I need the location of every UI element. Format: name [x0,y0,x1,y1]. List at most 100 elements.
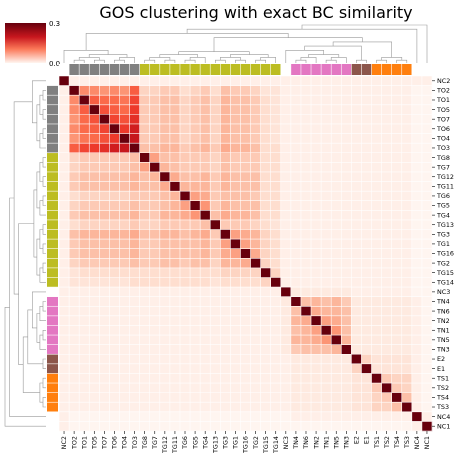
heatmap-cell [331,210,342,221]
heatmap-cell [200,219,211,230]
heatmap-cell [381,411,392,422]
heatmap-cell [109,210,120,221]
heatmap-cell [401,421,413,432]
dendrogram-branch [39,229,43,249]
heatmap-cell [321,354,332,365]
heatmap-cell [351,392,362,403]
heatmap-cell [371,76,382,86]
heatmap-cell [129,402,140,413]
heatmap-cell [361,325,372,336]
heatmap-cell [149,200,161,211]
heatmap-cell [341,123,352,134]
heatmap-cell [311,287,322,297]
heatmap-cell [179,152,191,163]
dendrogram-branch [295,59,307,63]
heatmap-cell [129,354,140,365]
heatmap-cell [59,402,70,413]
heatmap-cell [361,421,372,432]
heatmap-cell [371,363,382,374]
row-tick-label: TN1 [436,326,450,334]
heatmap-cell [79,354,90,365]
heatmap-cell [220,123,231,134]
heatmap-cell [300,191,312,201]
heatmap-cell [401,85,413,96]
heatmap-cell [401,258,413,269]
heatmap-cell [411,325,423,336]
heatmap-cell [381,277,392,288]
heatmap-cell [391,315,402,326]
column-tick-label: TS1 [373,436,381,449]
heatmap-cell [331,373,342,384]
dendrogram-branch [149,57,171,61]
heatmap-cell [361,267,372,278]
heatmap-cell [421,200,433,211]
heatmap-cell [190,104,201,115]
heatmap-cell [190,248,201,259]
heatmap-cell [381,114,392,125]
heatmap-cell [391,171,402,182]
dendrogram-branch [22,336,40,393]
heatmap-cell [230,104,241,115]
dendrogram-branch [159,54,198,58]
heatmap-cell [391,123,402,134]
dendrogram-branch [213,37,363,52]
heatmap-cell [109,248,120,259]
heatmap-cell [169,143,181,153]
heatmap-cell [99,152,110,163]
dendrogram-branch [36,313,40,343]
heatmap-cell [250,277,261,288]
heatmap-cell [401,171,413,182]
heatmap-cell [260,258,271,269]
heatmap-cell [250,191,261,201]
heatmap-cell [381,171,392,182]
heatmap-cell [89,219,100,230]
heatmap-cell [230,383,241,393]
heatmap-cell [371,239,382,249]
heatmap-cell [99,229,110,240]
heatmap-cell [69,287,80,297]
column-tick-label: E2 [353,436,361,444]
dendrogram-branch [144,59,156,63]
heatmap-cell [260,383,271,393]
heatmap-cell [270,411,281,422]
row-color-cell [47,162,58,173]
heatmap-cell [240,335,251,345]
heatmap-cell [401,162,413,173]
heatmap-cell [250,258,261,269]
heatmap-cell [391,76,402,86]
heatmap-cell [69,229,80,240]
heatmap-cell [69,354,80,365]
column-color-cell [260,64,271,75]
heatmap-cell [381,258,392,269]
heatmap-cell [139,402,150,413]
heatmap-cell [391,85,402,96]
heatmap-cell [311,392,322,403]
heatmap-cell [331,287,342,297]
heatmap-cell [341,392,352,403]
heatmap-cell [179,181,191,192]
heatmap-cell [109,162,120,173]
heatmap-cell [59,162,70,173]
heatmap-cell [300,287,312,297]
dendrogram-branch [42,243,46,254]
heatmap-cell [300,114,312,125]
heatmap-cell [230,363,241,374]
heatmap-cell [179,363,191,374]
heatmap-cell [290,114,302,125]
heatmap-cell [280,181,292,192]
heatmap-cell [210,363,221,374]
heatmap-cell [210,210,221,221]
heatmap-cell [159,411,171,422]
heatmap-cell [331,133,342,144]
heatmap-cell [311,123,322,134]
heatmap-cell [311,229,322,240]
dendrogram-branch [36,104,40,142]
heatmap-cell [421,363,433,374]
heatmap-cell [371,287,382,297]
heatmap-cell [401,191,413,201]
dendrogram-branch [42,128,46,139]
heatmap-cell [139,143,150,153]
heatmap-cell [79,76,90,86]
heatmap-cell [411,267,423,278]
heatmap-cell [220,191,231,201]
